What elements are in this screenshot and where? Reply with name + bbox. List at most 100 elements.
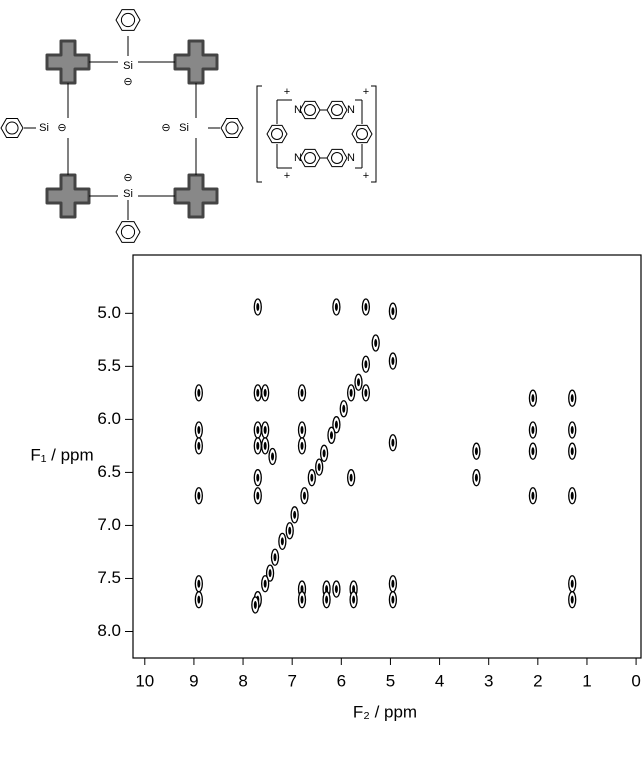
cross-peak-core bbox=[364, 302, 368, 311]
ring-inner bbox=[120, 224, 136, 240]
cross-peak-core bbox=[391, 595, 395, 604]
cross-peak-core bbox=[197, 491, 201, 500]
cross-peak-core bbox=[334, 585, 338, 594]
cross-peak-core bbox=[293, 510, 297, 519]
cross-peak-core bbox=[197, 595, 201, 604]
ring-inner bbox=[120, 12, 136, 28]
ring bbox=[299, 148, 321, 168]
cross-peak-core bbox=[334, 420, 338, 429]
structures: Si Si Si Si ⊖ ⊖ ⊖ ⊖ N N N N + + + + bbox=[0, 9, 377, 243]
x-tick-label: 4 bbox=[435, 671, 444, 690]
ring bbox=[326, 148, 348, 168]
cross-peak-core bbox=[570, 579, 574, 588]
charge-label: + bbox=[284, 86, 290, 98]
cross-peak-core bbox=[197, 441, 201, 450]
ring bbox=[115, 9, 141, 31]
cross-peak-core bbox=[317, 463, 321, 472]
ring-inner bbox=[225, 121, 239, 135]
cross-peak-core bbox=[263, 441, 267, 450]
cross-peak-core bbox=[342, 404, 346, 413]
atom-label: N bbox=[294, 152, 302, 164]
ring bbox=[351, 124, 373, 144]
cross-peak-core bbox=[256, 302, 260, 311]
cross-peak-core bbox=[300, 595, 304, 604]
x-tick-label: 7 bbox=[287, 671, 296, 690]
y-tick-label: 7.0 bbox=[97, 515, 121, 534]
cross-peak-core bbox=[391, 307, 395, 316]
cross-peak-core bbox=[325, 595, 329, 604]
charge-label: + bbox=[363, 170, 369, 182]
aryl-cross bbox=[173, 39, 219, 85]
cross-peak-core bbox=[531, 425, 535, 434]
ring-inner bbox=[331, 104, 343, 116]
x-tick-label: 1 bbox=[582, 671, 591, 690]
cross-peak-core bbox=[570, 394, 574, 403]
x-tick-label: 9 bbox=[189, 671, 198, 690]
cross-peak-core bbox=[374, 339, 378, 348]
cross-peak-core bbox=[531, 491, 535, 500]
atom-label: Si bbox=[39, 122, 49, 134]
cross-peak-core bbox=[334, 302, 338, 311]
cross-peak-core bbox=[256, 491, 260, 500]
cross-peak-core bbox=[352, 595, 356, 604]
ring bbox=[220, 117, 244, 139]
charge-label: ⊖ bbox=[57, 122, 66, 134]
y-tick-label: 6.0 bbox=[97, 409, 121, 428]
cross-peak-core bbox=[263, 388, 267, 397]
ring bbox=[115, 221, 141, 243]
ring-inner bbox=[356, 128, 368, 140]
cross-peak-core bbox=[302, 491, 306, 500]
cross-peak-core bbox=[256, 425, 260, 434]
cross-peak-core bbox=[197, 425, 201, 434]
cross-peak-core bbox=[256, 473, 260, 482]
cross-peak-core bbox=[531, 394, 535, 403]
x-tick-label: 3 bbox=[484, 671, 493, 690]
cross-peak-core bbox=[263, 579, 267, 588]
cross-peak-core bbox=[570, 491, 574, 500]
y-tick-label: 7.5 bbox=[97, 568, 121, 587]
ring-inner bbox=[304, 104, 316, 116]
cross-peak-core bbox=[273, 553, 277, 562]
x-tick-label: 0 bbox=[631, 671, 640, 690]
x-tick-label: 5 bbox=[386, 671, 395, 690]
cross-peak-core bbox=[322, 449, 326, 458]
cross-peak-core bbox=[263, 425, 267, 434]
y-tick-label: 8.0 bbox=[97, 621, 121, 640]
ring bbox=[299, 100, 321, 120]
y-tick-label: 5.5 bbox=[97, 356, 121, 375]
aryl-cross bbox=[45, 173, 91, 219]
plot-frame bbox=[132, 254, 642, 659]
ring-inner bbox=[5, 121, 19, 135]
cross-peak-core bbox=[474, 473, 478, 482]
ring bbox=[0, 117, 24, 139]
cross-peak-core bbox=[531, 447, 535, 456]
charge-label: + bbox=[284, 170, 290, 182]
cross-peak-core bbox=[391, 357, 395, 366]
cross-peak-core bbox=[253, 600, 257, 609]
charge-label: ⊖ bbox=[123, 172, 132, 184]
cross-peak-core bbox=[310, 473, 314, 482]
cross-peak-core bbox=[391, 579, 395, 588]
atom-label: Si bbox=[123, 188, 133, 200]
x-tick-label: 8 bbox=[238, 671, 247, 690]
y-axis-title: F₁ / ppm bbox=[30, 445, 93, 464]
cross-peak-core bbox=[300, 585, 304, 594]
cross-peak-core bbox=[364, 360, 368, 369]
cross-peak-core bbox=[329, 431, 333, 440]
cross-peak-core bbox=[256, 388, 260, 397]
bracket bbox=[256, 85, 377, 183]
atom-label: N bbox=[347, 152, 355, 164]
ring bbox=[266, 124, 288, 144]
cross-peak-core bbox=[349, 388, 353, 397]
cross-peak-core bbox=[256, 441, 260, 450]
aryl-cross bbox=[173, 173, 219, 219]
atom-label: Si bbox=[123, 60, 133, 72]
x-tick-label: 2 bbox=[533, 671, 542, 690]
cross-peak-core bbox=[474, 447, 478, 456]
cross-peak-core bbox=[570, 595, 574, 604]
y-tick-label: 6.5 bbox=[97, 462, 121, 481]
cross-peak-core bbox=[570, 425, 574, 434]
cross-peak-core bbox=[391, 438, 395, 447]
